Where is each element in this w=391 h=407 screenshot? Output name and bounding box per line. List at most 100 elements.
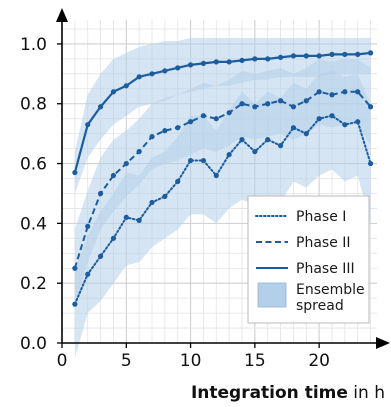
- x-axis-label: Integration time in h: [191, 383, 385, 403]
- data-point-phase-iii: [136, 74, 142, 80]
- legend-label-phase-i: Phase I: [296, 209, 346, 225]
- x-tick-label: 20: [308, 351, 330, 371]
- x-axis-arrow-icon: [376, 337, 390, 349]
- data-point-phase-iii: [239, 57, 245, 63]
- x-axis-label-bold: Integration time: [191, 383, 348, 403]
- data-point-phase-i: [239, 137, 245, 143]
- data-point-phase-iii: [252, 56, 258, 62]
- data-point-phase-iii: [187, 62, 194, 68]
- data-point-phase-i: [213, 172, 219, 179]
- data-point-phase-i: [136, 217, 142, 223]
- spread-bands: [74, 37, 371, 358]
- data-point-phase-i: [342, 122, 348, 128]
- legend-label-phase-ii: Phase II: [296, 235, 351, 251]
- legend-label-line: Ensemble: [296, 282, 365, 298]
- data-point-phase-i: [200, 157, 207, 164]
- data-point-phase-ii: [290, 104, 297, 110]
- x-tick-label: 5: [121, 351, 132, 371]
- data-point-phase-iii: [265, 56, 271, 62]
- data-point-phase-iii: [303, 53, 309, 59]
- data-point-phase-i: [149, 199, 155, 206]
- data-point-phase-i: [290, 125, 297, 131]
- data-point-phase-ii: [342, 89, 348, 95]
- data-point-phase-i: [72, 301, 78, 307]
- data-point-phase-i: [110, 235, 117, 241]
- data-point-phase-ii: [367, 104, 374, 110]
- data-point-phase-ii: [136, 148, 142, 155]
- y-tick-label: 1.0: [20, 35, 47, 55]
- data-point-phase-i: [123, 214, 129, 220]
- data-point-phase-ii: [97, 190, 104, 197]
- data-point-phase-ii: [162, 128, 168, 134]
- data-point-phase-i: [97, 253, 104, 259]
- legend: Phase I Phase II Phase III Ensemble spread: [247, 195, 370, 324]
- data-point-phase-i: [175, 178, 181, 185]
- legend-swatch-ensemble-spread: [257, 282, 287, 308]
- data-point-phase-i: [265, 137, 271, 143]
- data-point-phase-ii: [187, 119, 194, 125]
- data-point-phase-i: [187, 157, 194, 164]
- data-point-phase-iii: [355, 51, 361, 57]
- series-lines: [72, 50, 374, 307]
- data-point-phase-iii: [290, 53, 297, 59]
- data-point-phase-ii: [303, 98, 309, 104]
- data-point-phase-ii: [277, 98, 284, 104]
- band-phase-i: [74, 70, 371, 358]
- data-point-phase-iii: [162, 68, 168, 74]
- axes: [56, 8, 390, 349]
- tick-labels: 0 5 10 15 20 0.0 0.2 0.4 0.6 0.8 1.0: [20, 35, 330, 371]
- x-axis-label-unit: in h: [348, 383, 385, 403]
- data-point-phase-iii: [72, 169, 78, 176]
- data-point-phase-i: [85, 271, 91, 277]
- data-point-phase-i: [226, 151, 232, 158]
- data-point-phase-ii: [239, 101, 245, 107]
- data-point-phase-ii: [149, 134, 155, 140]
- data-point-phase-i: [316, 116, 322, 122]
- data-point-phase-ii: [72, 265, 78, 271]
- data-point-phase-ii: [355, 89, 361, 95]
- x-tick-label: 0: [57, 351, 68, 371]
- data-point-phase-iii: [97, 104, 104, 110]
- data-point-phase-iii: [85, 122, 91, 128]
- legend-label-line: spread: [296, 298, 344, 314]
- data-point-phase-iii: [277, 54, 284, 60]
- data-point-phase-ii: [85, 223, 91, 229]
- data-point-phase-iii: [149, 71, 155, 77]
- data-point-phase-iii: [367, 50, 374, 56]
- data-point-phase-i: [303, 131, 309, 137]
- data-point-phase-ii: [316, 89, 322, 95]
- legend-label-phase-iii: Phase III: [296, 261, 355, 277]
- data-point-phase-i: [277, 143, 284, 149]
- data-point-phase-iii: [110, 89, 117, 95]
- data-point-phase-i: [329, 113, 335, 119]
- data-point-phase-iii: [213, 59, 219, 65]
- data-point-phase-ii: [226, 110, 232, 116]
- data-point-phase-iii: [226, 59, 232, 65]
- data-point-phase-i: [367, 160, 374, 167]
- y-tick-label: 0.4: [20, 214, 47, 234]
- y-tick-label: 0.2: [20, 274, 47, 294]
- data-point-phase-iii: [123, 83, 129, 89]
- data-point-phase-i: [355, 119, 361, 125]
- data-point-phase-ii: [175, 125, 181, 131]
- data-point-phase-i: [252, 148, 258, 155]
- data-point-phase-iii: [175, 65, 181, 71]
- series-line-phase-ii: [73, 90, 372, 269]
- y-tick-label: 0.6: [20, 155, 47, 175]
- y-axis-arrow-icon: [56, 8, 68, 22]
- x-tick-label: 10: [180, 351, 202, 371]
- data-point-phase-iii: [200, 60, 207, 66]
- y-tick-label: 0.0: [20, 334, 47, 354]
- band-phase-ii: [74, 58, 371, 308]
- data-point-phase-i: [162, 193, 168, 200]
- x-tick-label: 15: [244, 351, 266, 371]
- data-point-phase-iii: [329, 51, 335, 57]
- data-point-phase-ii: [123, 160, 129, 167]
- band-phase-iii: [74, 37, 371, 194]
- data-point-phase-ii: [329, 92, 335, 98]
- legend-label-ensemble-spread: Ensemble spread: [296, 282, 365, 314]
- data-point-phase-ii: [200, 113, 207, 119]
- data-point-phase-ii: [110, 172, 117, 179]
- data-point-phase-iii: [316, 53, 322, 59]
